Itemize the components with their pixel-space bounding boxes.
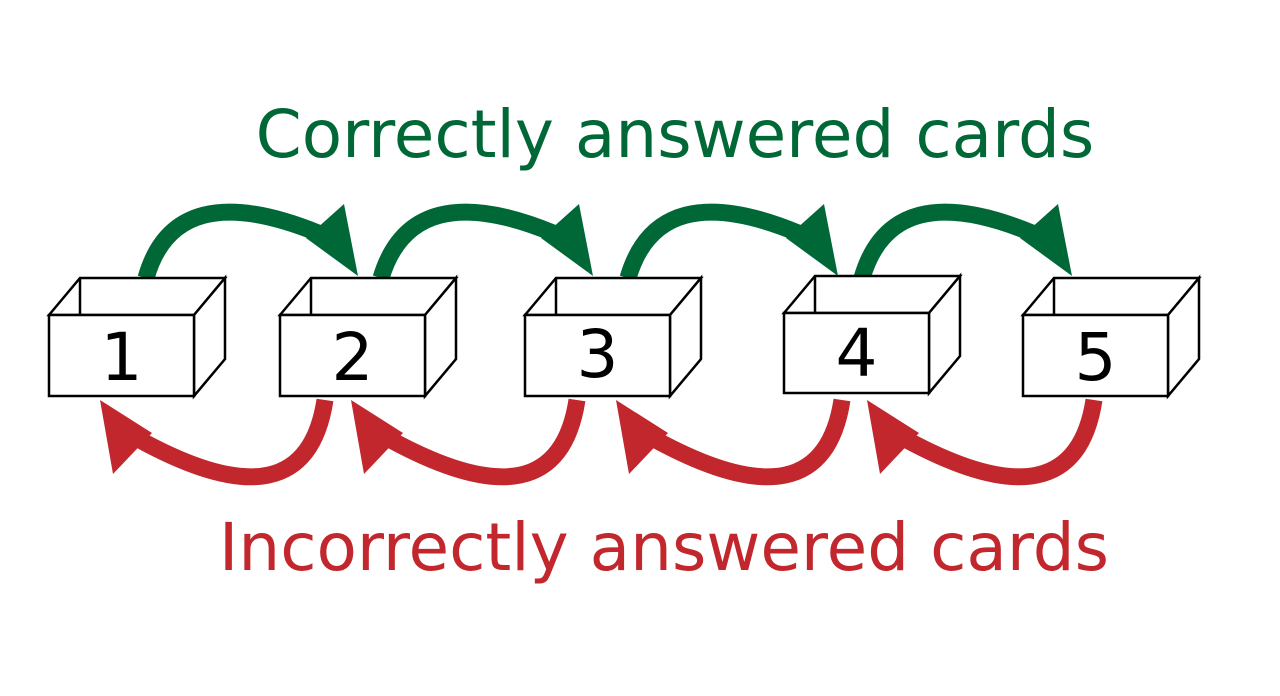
arrow-arc	[137, 203, 322, 281]
box-label: 2	[332, 319, 374, 396]
correct-arrow-1-to-2	[137, 203, 358, 281]
arrowhead-icon	[786, 204, 838, 276]
arrow-arc	[135, 398, 334, 486]
correct-arrow-4-to-5	[853, 203, 1072, 281]
correct-arrow-2-to-3	[372, 203, 593, 281]
box-2: 2	[277, 274, 459, 400]
arrow-arc	[853, 203, 1036, 281]
box-front-face	[1021, 313, 1170, 398]
box-label: 5	[1075, 319, 1117, 396]
incorrect-arrows	[100, 398, 1103, 486]
arrow-arc	[386, 398, 586, 486]
arrow-arc	[619, 203, 802, 281]
incorrect-arrow-3-to-2	[351, 398, 586, 486]
box-front-face	[47, 313, 196, 398]
box-front-face	[523, 313, 672, 398]
arrowhead-icon	[616, 400, 668, 474]
incorrect-arrow-4-to-3	[616, 398, 851, 486]
box-5: 5	[1020, 274, 1202, 400]
arrow-arc	[902, 398, 1103, 486]
box-front-face	[782, 311, 931, 395]
box-front-face	[278, 313, 427, 398]
box-4: 4	[781, 272, 963, 397]
arrowhead-icon	[1020, 204, 1072, 276]
boxes: 1 2 3 4 5	[46, 272, 1202, 400]
arrowhead-icon	[541, 204, 593, 276]
incorrect-arrow-5-to-4	[867, 398, 1103, 486]
box-label: 3	[577, 316, 619, 393]
incorrect-arrow-2-to-1	[100, 398, 334, 486]
box-label: 1	[101, 319, 143, 396]
correct-arrows	[137, 203, 1072, 281]
box-1: 1	[46, 274, 228, 400]
arrow-arc	[651, 398, 851, 486]
arrow-arc	[372, 203, 557, 281]
correct-arrow-3-to-4	[619, 203, 838, 281]
arrowhead-icon	[867, 400, 919, 474]
box-label: 4	[836, 315, 878, 392]
box-3: 3	[522, 274, 704, 400]
correct-caption: Correctly answered cards	[256, 96, 1095, 173]
incorrect-caption: Incorrectly answered cards	[219, 509, 1109, 586]
arrowhead-icon	[306, 204, 358, 276]
arrowhead-icon	[100, 400, 152, 474]
arrowhead-icon	[351, 400, 403, 474]
